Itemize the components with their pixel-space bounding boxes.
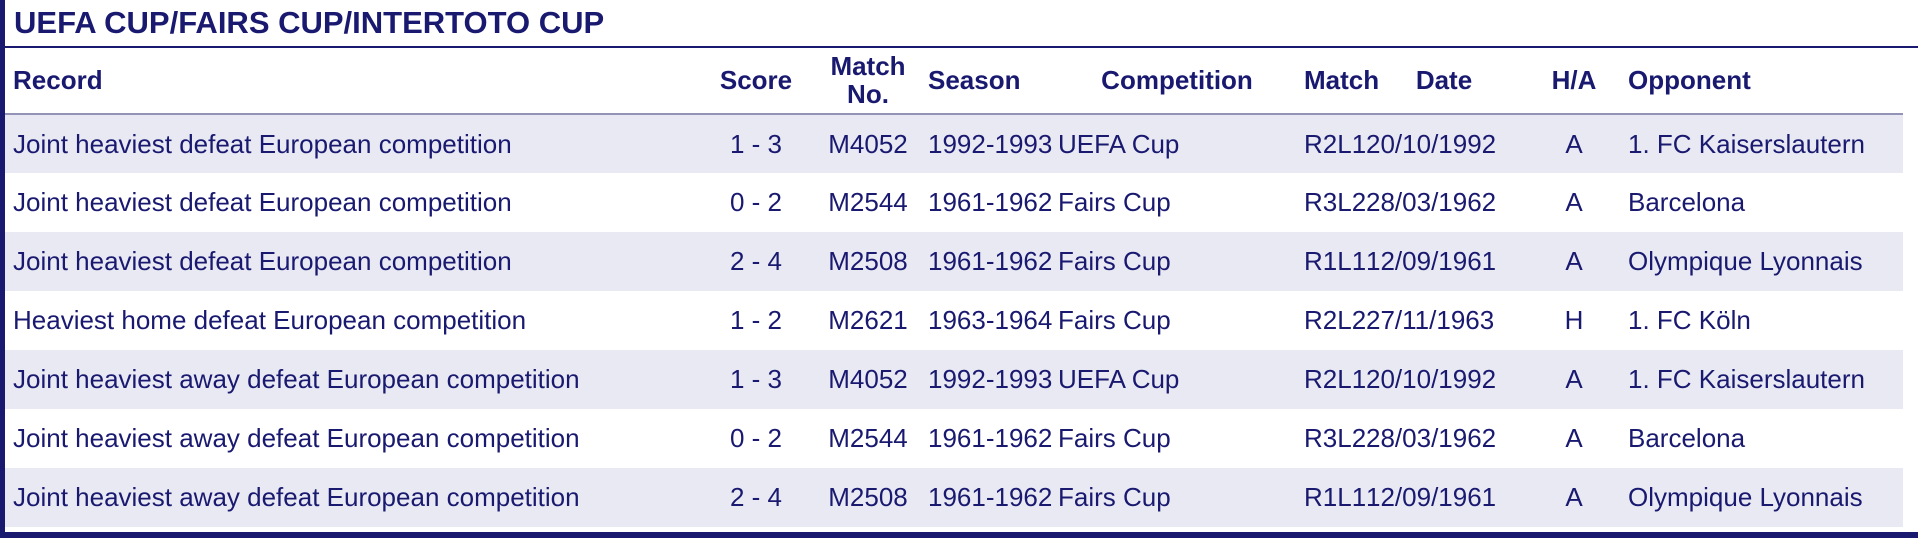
cell-season: 1992-1993 xyxy=(928,128,1053,159)
column-header-season: Season xyxy=(924,48,1054,115)
cell-ha: A xyxy=(1565,187,1583,217)
table-row: Joint heaviest away defeat European comp… xyxy=(5,468,1903,527)
cell-score: 2 - 4 xyxy=(729,246,783,276)
cell-date: 27/11/1963 xyxy=(1366,305,1495,335)
cell-date: 12/09/1961 xyxy=(1366,482,1497,512)
cell-score: 1 - 2 xyxy=(729,305,783,335)
column-header-competition: Competition xyxy=(1054,48,1300,115)
cell-opponent: Barcelona xyxy=(1628,187,1746,217)
cell-match: R2L2 xyxy=(1304,305,1367,335)
cell-season: 1961-1962 xyxy=(928,482,1053,512)
table-row: Joint heaviest away defeat European comp… xyxy=(5,409,1903,468)
cell-season: 1961-1962 xyxy=(928,187,1053,217)
cell-season: 1961-1962 xyxy=(928,423,1053,453)
cell-date: 20/10/1992 xyxy=(1366,128,1497,159)
cell-ha: A xyxy=(1565,128,1583,159)
cell-competition: UEFA Cup xyxy=(1058,128,1180,159)
column-header-record: Record xyxy=(5,48,700,115)
cell-opponent: Olympique Lyonnais xyxy=(1628,482,1863,512)
cell-score: 1 - 3 xyxy=(729,364,783,394)
cell-match-no: M2508 xyxy=(828,482,908,512)
cell-ha: A xyxy=(1565,364,1583,394)
cell-season: 1963-1964 xyxy=(928,305,1053,335)
cell-date: 28/03/1962 xyxy=(1366,423,1497,453)
cell-record: Joint heaviest away defeat European comp… xyxy=(13,482,580,512)
cell-match: R1L1 xyxy=(1304,246,1367,276)
cell-competition: Fairs Cup xyxy=(1058,187,1171,217)
cell-score: 1 - 3 xyxy=(729,128,783,159)
cell-competition: UEFA Cup xyxy=(1058,364,1180,394)
cell-ha: H xyxy=(1564,305,1584,335)
cell-match-no: M2544 xyxy=(828,423,908,453)
cell-record: Joint heaviest defeat European competiti… xyxy=(13,187,512,217)
column-header-ha: H/A xyxy=(1524,48,1624,115)
cell-match: R3L2 xyxy=(1304,187,1367,217)
cell-match: R2L1 xyxy=(1304,364,1367,394)
cell-competition: Fairs Cup xyxy=(1058,305,1171,335)
cell-opponent: 1. FC Köln xyxy=(1628,305,1751,335)
cell-match-no: M4052 xyxy=(828,364,908,394)
section-title-bar: UEFA CUP/FAIRS CUP/INTERTOTO CUP xyxy=(5,0,1918,48)
cell-competition: Fairs Cup xyxy=(1058,246,1171,276)
column-header-score: Score xyxy=(700,48,812,115)
cell-score: 0 - 2 xyxy=(729,423,783,453)
cell-opponent: 1. FC Kaiserslautern xyxy=(1628,128,1865,159)
cell-ha: A xyxy=(1565,246,1583,276)
records-table: Record Score Match No. Season Competitio… xyxy=(5,48,1903,527)
cell-ha: A xyxy=(1565,482,1583,512)
cell-season: 1961-1962 xyxy=(928,246,1053,276)
cell-record: Joint heaviest away defeat European comp… xyxy=(13,364,580,394)
cell-date: 20/10/1992 xyxy=(1366,364,1497,394)
cell-season: 1992-1993 xyxy=(928,364,1053,394)
section-title: UEFA CUP/FAIRS CUP/INTERTOTO CUP xyxy=(14,5,605,40)
table-row: Joint heaviest away defeat European comp… xyxy=(5,350,1903,409)
cell-record: Joint heaviest defeat European competiti… xyxy=(13,246,512,276)
cell-ha: A xyxy=(1565,423,1583,453)
table-row: Joint heaviest defeat European competiti… xyxy=(5,232,1903,291)
cell-record: Heaviest home defeat European competitio… xyxy=(13,305,527,335)
table-header-row: Record Score Match No. Season Competitio… xyxy=(5,48,1903,115)
cell-score: 0 - 2 xyxy=(729,187,783,217)
cell-competition: Fairs Cup xyxy=(1058,482,1171,512)
cell-record: Joint heaviest away defeat European comp… xyxy=(13,423,580,453)
cell-date: 28/03/1962 xyxy=(1366,187,1497,217)
cell-match-no: M2544 xyxy=(828,187,908,217)
cell-match: R3L2 xyxy=(1304,423,1367,453)
table-row: Heaviest home defeat European competitio… xyxy=(5,291,1903,350)
cell-opponent: Barcelona xyxy=(1628,423,1746,453)
cell-opponent: 1. FC Kaiserslautern xyxy=(1628,364,1865,394)
cell-match: R2L1 xyxy=(1304,128,1367,159)
cell-opponent: Olympique Lyonnais xyxy=(1628,246,1863,276)
cell-match-no: M4052 xyxy=(828,128,908,159)
cell-date: 12/09/1961 xyxy=(1366,246,1497,276)
table-row: Joint heaviest defeat European competiti… xyxy=(5,173,1903,232)
column-header-opponent: Opponent xyxy=(1624,48,1903,115)
cell-match: R1L1 xyxy=(1304,482,1367,512)
column-header-match: Match xyxy=(1300,48,1379,115)
cell-record: Joint heaviest defeat European competiti… xyxy=(13,128,512,159)
cell-score: 2 - 4 xyxy=(729,482,783,512)
cell-match-no: M2508 xyxy=(828,246,908,276)
cell-match-no: M2621 xyxy=(828,305,908,335)
column-header-match-no: Match No. xyxy=(812,48,924,115)
cell-competition: Fairs Cup xyxy=(1058,423,1171,453)
table-row: Joint heaviest defeat European competiti… xyxy=(5,114,1903,173)
column-header-date: Date xyxy=(1364,48,1524,115)
